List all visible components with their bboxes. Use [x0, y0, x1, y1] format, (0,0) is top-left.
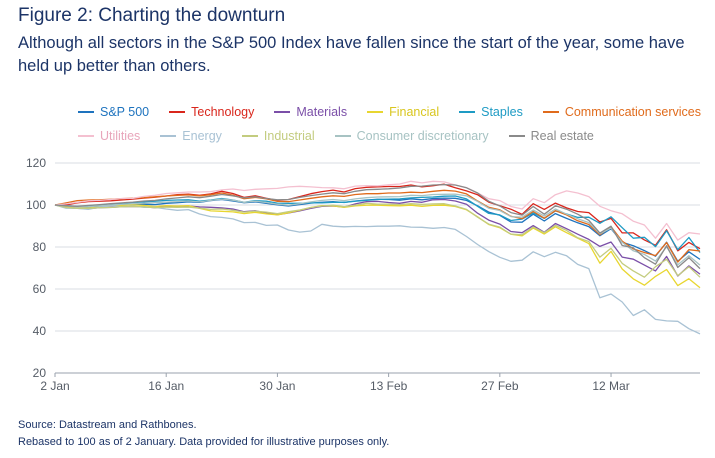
legend-label: Staples	[481, 105, 523, 119]
legend-item: Materials	[274, 105, 347, 119]
legend-swatch	[367, 111, 384, 113]
x-tick-label: 2 Jan	[40, 379, 69, 390]
y-tick-label: 60	[33, 282, 47, 296]
legend-label: S&P 500	[100, 105, 150, 119]
y-tick-label: 120	[26, 156, 46, 170]
legend-swatch	[334, 135, 351, 137]
legend-item: Energy	[160, 129, 222, 143]
source-note: Source: Datastream and Rathbones.	[18, 419, 197, 431]
legend-row: S&P 500 Technology Materials Financial Stapl…	[78, 104, 708, 120]
series-line-energy	[54, 204, 701, 335]
legend-item: Industrial	[241, 129, 315, 143]
x-tick-label: 27 Feb	[481, 379, 519, 390]
legend-label: Consumer discretionary	[356, 129, 489, 143]
x-tick-label: 12 Mar	[592, 379, 629, 390]
series-line-utilities	[54, 180, 701, 241]
legend-swatch	[169, 111, 186, 113]
legend-label: Technology	[191, 105, 255, 119]
legend-item: Real estate	[508, 129, 594, 143]
series-line-staples	[54, 195, 701, 253]
legend-swatch	[241, 135, 258, 137]
rebase-note: Rebased to 100 as of 2 January. Data pro…	[18, 436, 390, 448]
series-line-materials	[54, 198, 701, 277]
x-tick-label: 30 Jan	[259, 379, 295, 390]
legend-label: Energy	[182, 129, 222, 143]
legend-item: Financial	[367, 105, 439, 119]
legend-label: Industrial	[263, 129, 315, 143]
x-tick-label: 13 Feb	[370, 379, 408, 390]
series-line-real-estate	[54, 183, 701, 270]
legend-item: Utilities	[78, 129, 140, 143]
legend-swatch	[459, 111, 476, 113]
x-tick-label: 16 Jan	[148, 379, 184, 390]
figure-footer: Source: Datastream and Rathbones. Rebase…	[18, 417, 389, 451]
grid	[55, 162, 700, 374]
legend-row: Utilities Energy Industrial Consumer discre…	[78, 128, 708, 144]
legend-label: Utilities	[100, 129, 141, 143]
y-tick-label: 20	[33, 366, 47, 380]
legend-swatch	[78, 135, 94, 137]
legend-item: Consumer discretionary	[334, 129, 489, 143]
legend-label: Real estate	[530, 129, 594, 143]
series-line-communication-services	[54, 189, 701, 263]
legend-label: Communication services	[564, 105, 701, 119]
legend-item: S&P 500	[78, 105, 149, 119]
axes: 20 40 60 80 100 120 2 Jan 16 Jan 30 Jan 13 Feb 27 …	[26, 156, 700, 390]
series-lines	[54, 180, 701, 335]
legend-swatch	[78, 111, 94, 113]
chart-legend: S&P 500 Technology Materials Financial Stapl…	[78, 104, 708, 152]
y-tick-label: 80	[33, 240, 47, 254]
y-tick-label: 100	[26, 198, 46, 212]
series-line-consumer-discretionary	[54, 193, 701, 266]
figure-title: Figure 2: Charting the downturn	[18, 5, 286, 26]
legend-swatch	[274, 111, 291, 113]
legend-label: Financial	[389, 105, 440, 119]
legend-swatch	[160, 135, 177, 137]
line-chart: 20 40 60 80 100 120 2 Jan 16 Jan 30 Jan 13 Feb 27 …	[26, 156, 701, 390]
legend-swatch	[508, 135, 525, 137]
legend-swatch	[542, 111, 559, 113]
series-line-financial	[54, 204, 701, 289]
legend-item: Technology	[169, 105, 254, 119]
series-line-industrial	[54, 202, 701, 278]
figure-subtitle: Although all sectors in the S&P 500 Inde…	[18, 34, 685, 75]
legend-label: Materials	[296, 105, 348, 119]
legend-item: Communication services	[542, 105, 701, 119]
y-tick-label: 40	[33, 324, 47, 338]
legend-item: Staples	[459, 105, 523, 119]
